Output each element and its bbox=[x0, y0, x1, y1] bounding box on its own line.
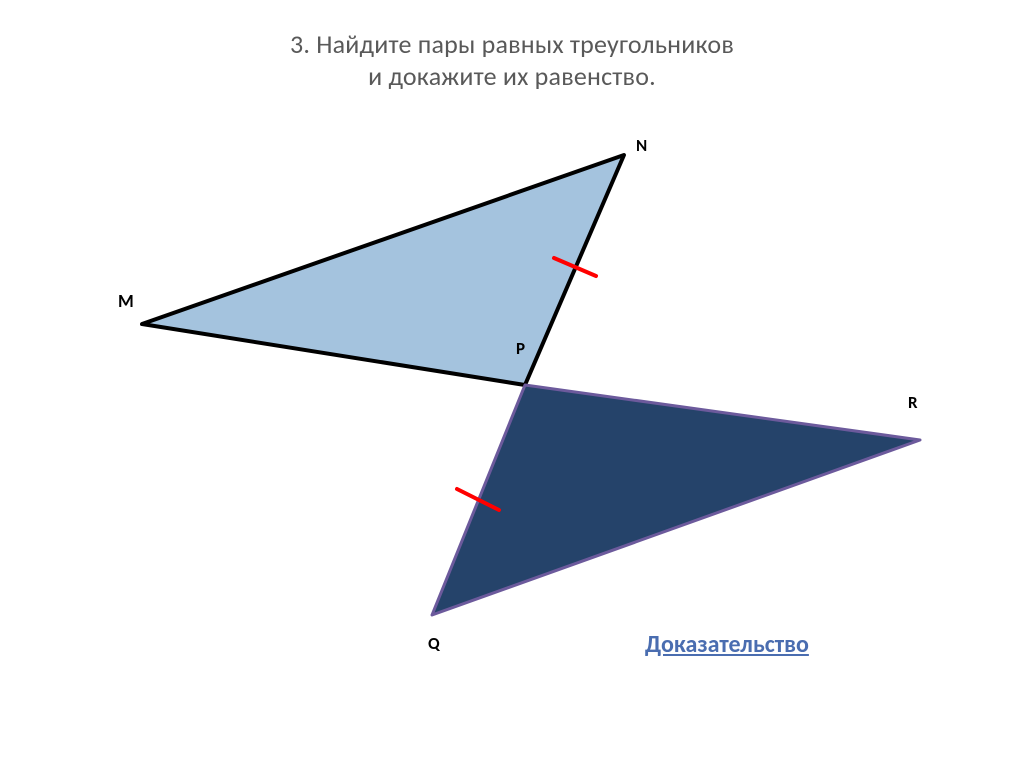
geometry-figure bbox=[0, 0, 1024, 767]
vertex-label-m: M bbox=[118, 290, 134, 312]
vertex-label-r: R bbox=[908, 392, 918, 413]
vertex-label-q: Q bbox=[428, 633, 440, 654]
vertex-label-n: N bbox=[636, 135, 647, 156]
triangle-mnp bbox=[142, 155, 624, 385]
proof-link[interactable]: Доказательство bbox=[645, 630, 809, 659]
triangle-pqr bbox=[432, 385, 920, 615]
vertex-label-p: P bbox=[516, 338, 525, 359]
